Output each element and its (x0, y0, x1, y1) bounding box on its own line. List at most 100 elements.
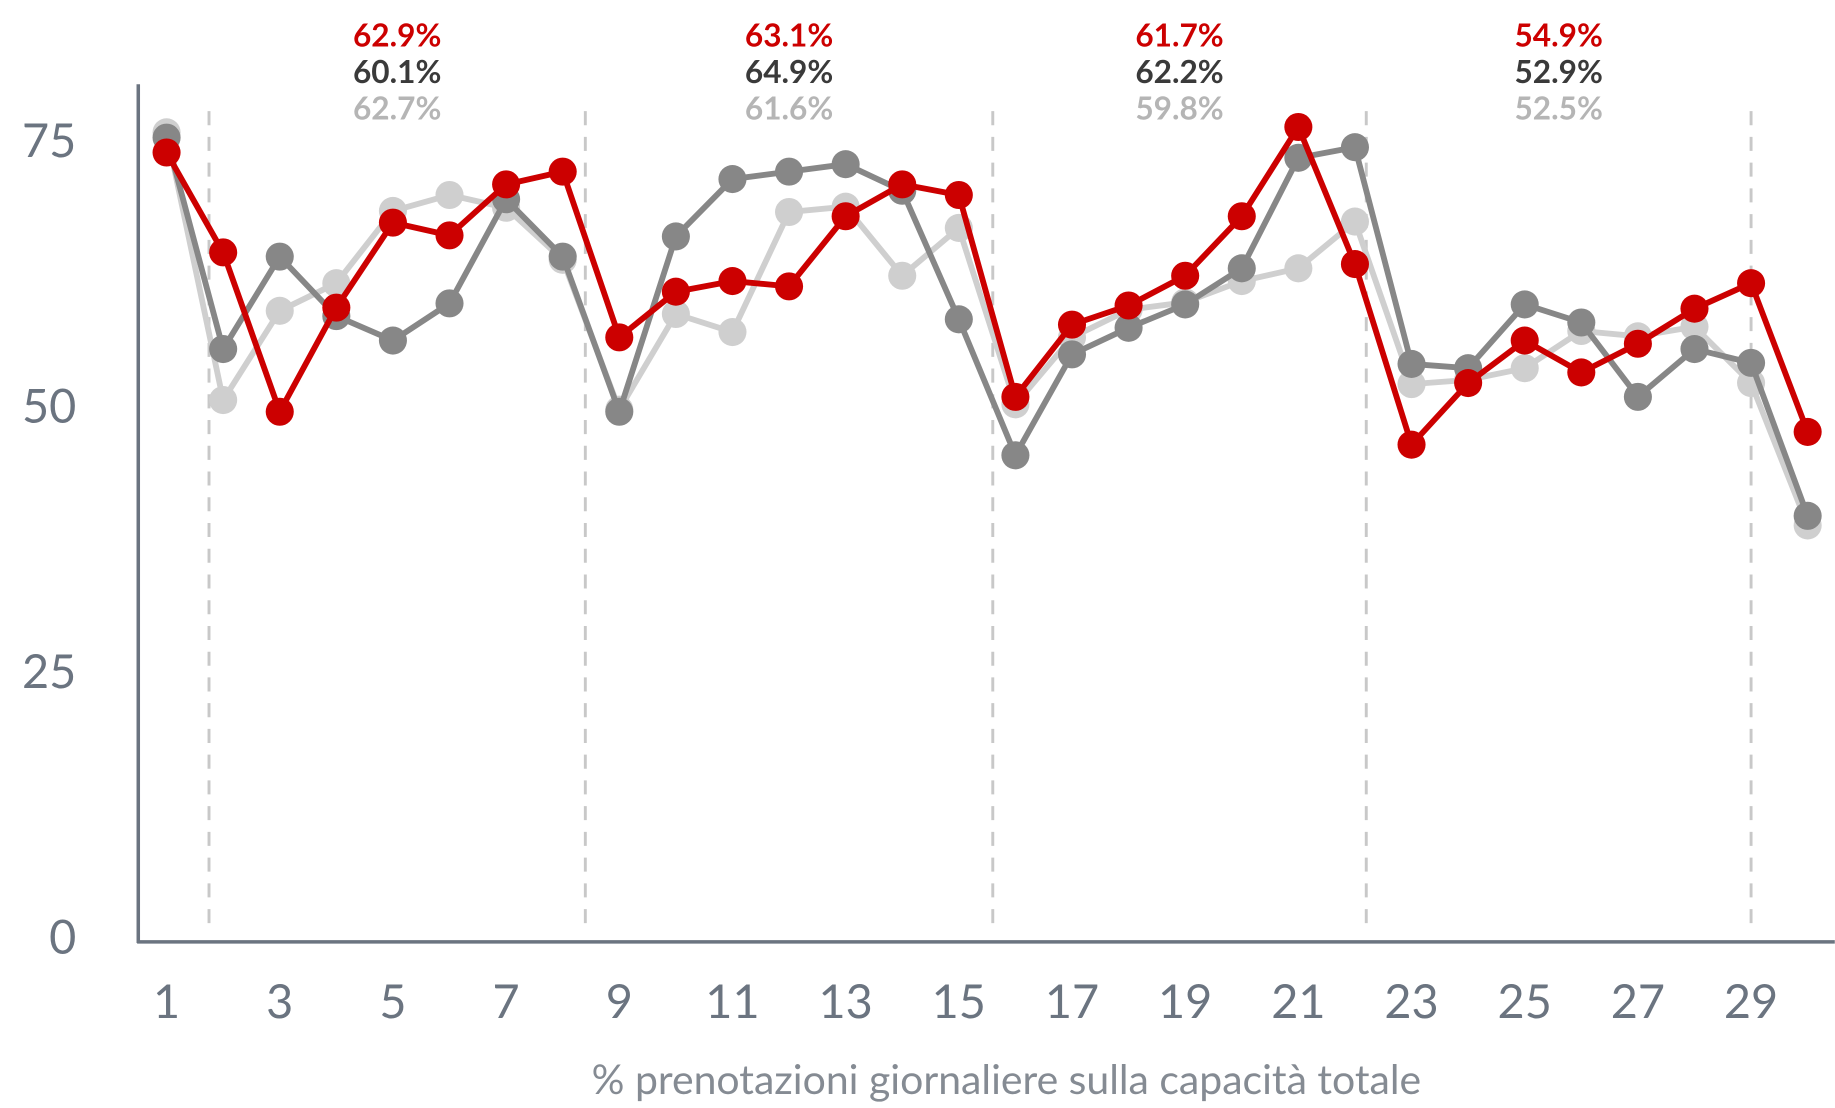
point (209, 386, 238, 415)
point (1793, 501, 1822, 530)
y-tick-label: 50 (22, 377, 76, 433)
week-average: 63.1% (745, 16, 833, 54)
point (265, 296, 294, 325)
point (1284, 254, 1313, 283)
point (888, 170, 917, 199)
x-tick-label: 13 (818, 972, 872, 1028)
x-tick-label: 27 (1611, 972, 1665, 1028)
point (1623, 382, 1652, 411)
point (152, 138, 181, 167)
y-tick-label: 75 (22, 111, 76, 167)
point (265, 242, 294, 271)
point (1340, 133, 1369, 162)
point (661, 299, 690, 329)
point (435, 221, 464, 250)
point (435, 180, 464, 210)
point (1793, 417, 1822, 446)
x-tick-label: 23 (1384, 972, 1438, 1028)
point (1567, 308, 1596, 337)
point (775, 272, 804, 301)
point (378, 326, 407, 355)
point (1510, 354, 1539, 383)
week-average: 61.7% (1135, 16, 1223, 54)
y-tick-label: 0 (49, 908, 76, 964)
x-tick-label: 21 (1271, 972, 1325, 1028)
point (831, 202, 860, 231)
x-tick-label: 1 (153, 972, 180, 1028)
point (661, 222, 690, 251)
x-tick-label: 3 (266, 972, 293, 1028)
point (944, 305, 973, 334)
week-average: 60.1% (353, 52, 441, 90)
point (209, 335, 238, 364)
point (1680, 294, 1709, 323)
point (378, 208, 407, 237)
point (1114, 313, 1143, 342)
point (492, 170, 521, 199)
point (775, 157, 804, 186)
point (775, 197, 804, 227)
x-tick-label: 19 (1158, 972, 1212, 1028)
point (1737, 269, 1766, 298)
point (1397, 349, 1426, 378)
point (1227, 254, 1256, 283)
point (265, 397, 294, 426)
point (1227, 202, 1256, 231)
point (1680, 335, 1709, 364)
series-line (163, 136, 1811, 517)
week-average: 52.9% (1515, 52, 1603, 90)
x-tick-label: 17 (1045, 972, 1099, 1028)
point (435, 289, 464, 318)
week-average: 62.2% (1135, 52, 1223, 90)
point (831, 150, 860, 179)
point (718, 318, 747, 347)
point (548, 157, 577, 186)
point (1057, 310, 1087, 339)
y-tick-label: 25 (22, 642, 76, 698)
week-average: 62.9% (353, 16, 441, 54)
point (1510, 290, 1539, 319)
point (1567, 358, 1596, 387)
series-line (164, 124, 1811, 448)
point (718, 267, 747, 296)
point (1114, 291, 1143, 320)
x-tick-label: 7 (493, 972, 520, 1028)
point (322, 293, 351, 322)
point (1737, 348, 1766, 377)
week-average: 62.7% (353, 88, 441, 126)
x-tick-label: 29 (1724, 972, 1778, 1028)
point (944, 180, 973, 210)
point (1001, 382, 1030, 411)
point (605, 323, 634, 352)
point (1001, 441, 1030, 470)
x-tick-label: 5 (379, 972, 406, 1028)
point (1397, 370, 1426, 399)
point (1171, 290, 1200, 319)
point (209, 238, 238, 267)
week-average: 54.9% (1515, 16, 1603, 54)
x-tick-label: 11 (705, 972, 759, 1028)
week-average: 64.9% (745, 52, 833, 90)
point (548, 242, 577, 271)
x-tick-label: 9 (606, 972, 633, 1028)
point (1340, 207, 1369, 236)
point (1284, 112, 1313, 142)
point (1171, 261, 1200, 290)
point (1623, 329, 1652, 358)
point (1340, 250, 1369, 279)
point (1510, 326, 1539, 355)
week-average: 61.6% (745, 88, 833, 126)
week-average: 52.5% (1515, 88, 1603, 126)
point (888, 261, 917, 290)
point (1397, 430, 1426, 459)
x-tick-label: 25 (1498, 972, 1552, 1028)
point (322, 269, 351, 298)
point (1454, 369, 1483, 398)
week-average: 59.8% (1135, 88, 1223, 126)
point (661, 277, 690, 306)
x-axis-label: % prenotazioni giornaliere sulla capacit… (592, 1054, 1421, 1103)
point (1057, 340, 1087, 369)
x-tick-label: 15 (932, 972, 986, 1028)
